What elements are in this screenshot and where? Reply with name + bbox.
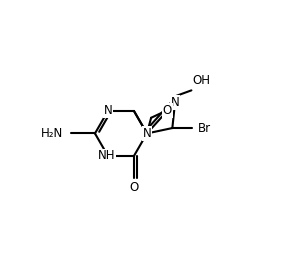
Text: N: N [104, 104, 112, 117]
Text: N: N [142, 127, 151, 140]
Text: O: O [163, 104, 172, 117]
Text: NH: NH [98, 150, 115, 162]
Text: H₂N: H₂N [41, 127, 63, 140]
Text: Br: Br [198, 122, 211, 135]
Text: O: O [129, 181, 139, 194]
Text: OH: OH [193, 74, 211, 87]
Text: N: N [171, 96, 179, 109]
